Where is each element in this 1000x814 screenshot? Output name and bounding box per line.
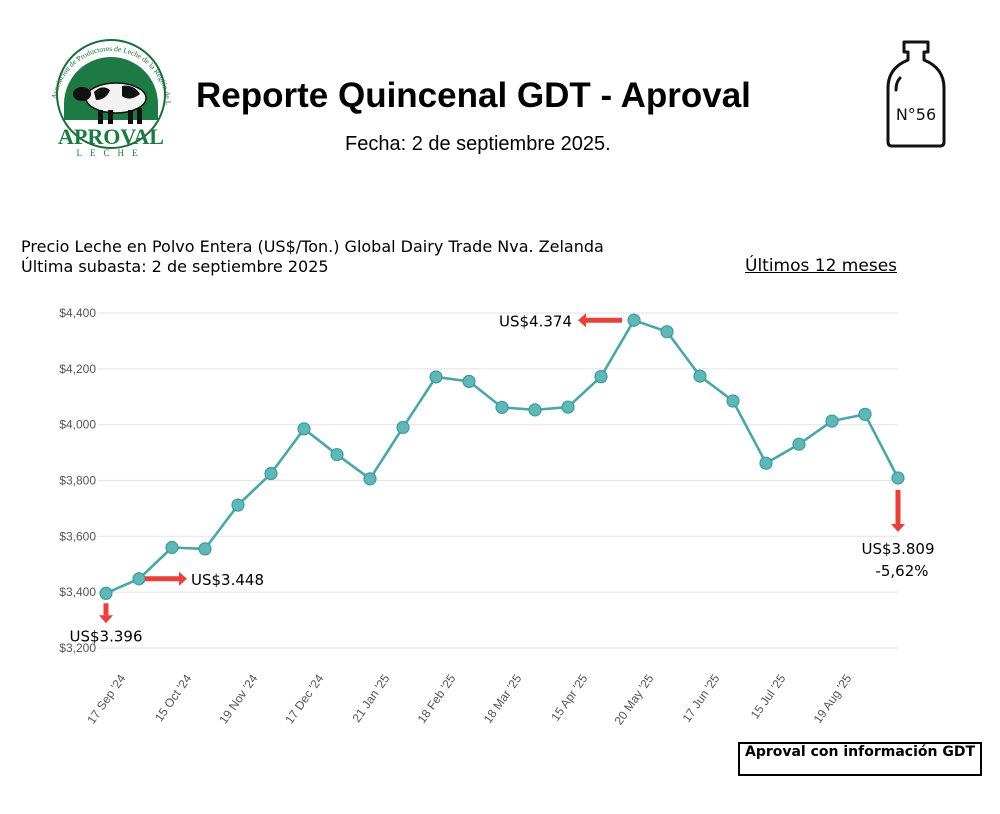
aproval-logo: Asociación de Productores de Leche de la… — [36, 28, 173, 158]
red-arrow-icon — [99, 603, 113, 624]
x-tick-label: 19 Nov '24 — [216, 671, 260, 726]
x-tick-label: 20 May '25 — [612, 671, 657, 727]
red-arrow-icon — [145, 571, 187, 586]
data-point — [396, 420, 410, 435]
annotation-label: US$3.396 — [70, 627, 143, 645]
data-point — [330, 447, 344, 462]
y-tick-label: $3,800 — [59, 474, 96, 488]
y-tick-label: $3,200 — [59, 641, 96, 655]
red-arrow-icon — [891, 489, 905, 532]
data-point — [495, 400, 509, 414]
x-tick-label: 21 Jan '25 — [349, 671, 392, 724]
logo-name: APROVAL — [58, 124, 164, 149]
period-label: Últimos 12 meses — [745, 256, 898, 276]
report-date: Fecha: 2 de septiembre 2025. — [345, 133, 611, 155]
milk-bottle-icon: N°56 — [886, 40, 946, 148]
red-arrow-icon — [578, 313, 622, 328]
data-point — [693, 369, 707, 383]
chart-title-line2: Última subasta: 2 de septiembre 2025 — [21, 257, 329, 276]
x-tick-label: 15 Apr '25 — [548, 671, 590, 723]
data-point — [297, 422, 311, 436]
report-title: Reporte Quincenal GDT - Aproval — [196, 76, 751, 115]
x-tick-label: 17 Sep '24 — [84, 671, 128, 726]
data-point — [264, 466, 278, 481]
data-point — [792, 437, 806, 451]
data-point — [627, 313, 641, 327]
cow-icon — [73, 82, 147, 124]
data-point — [231, 498, 245, 512]
y-tick-label: $4,400 — [59, 306, 96, 320]
data-point — [858, 407, 872, 421]
x-tick-label: 17 Dec '24 — [282, 671, 326, 726]
data-point — [198, 542, 212, 556]
x-tick-label: 15 Oct '24 — [152, 671, 195, 724]
data-point — [99, 586, 113, 600]
y-tick-label: $3,600 — [59, 529, 96, 543]
annotation-label: US$4.374 — [499, 312, 572, 330]
x-tick-label: 19 Aug '25 — [811, 671, 855, 725]
chart-subtitle: Precio Leche en Polvo Entera (US$/Ton.) … — [21, 237, 604, 277]
data-point — [429, 370, 443, 384]
x-tick-label: 18 Mar '25 — [481, 671, 525, 725]
y-tick-label: $4,000 — [59, 418, 96, 432]
annotation-label: -5,62% — [875, 562, 928, 580]
price-line-chart: $3,200 $3,400 $3,600 $3,800 $4,000 $4,200 $4,4… — [59, 306, 935, 728]
report-number: N°56 — [896, 105, 936, 124]
data-point — [132, 572, 146, 586]
data-point — [891, 471, 905, 485]
x-tick-label: 17 Jun '25 — [679, 671, 722, 724]
data-point — [462, 374, 476, 388]
data-point — [561, 400, 575, 414]
data-point — [660, 325, 674, 339]
annotation-label: US$3.448 — [191, 571, 264, 589]
annotation-label: US$3.809 — [862, 540, 935, 558]
data-point — [165, 540, 179, 555]
source-label: Aproval con información GDT — [738, 742, 982, 776]
data-point — [594, 370, 608, 384]
y-tick-label: $4,200 — [59, 362, 96, 376]
x-tick-label: 18 Feb '25 — [415, 671, 459, 725]
y-tick-label: $3,400 — [59, 585, 96, 599]
series-line — [105, 318, 900, 595]
chart-title-line1: Precio Leche en Polvo Entera (US$/Ton.) … — [21, 237, 604, 256]
x-tick-label: 15 Jul '25 — [748, 671, 789, 721]
data-point — [759, 456, 773, 470]
logo-subname: LECHE — [77, 148, 146, 158]
data-point — [528, 403, 542, 417]
data-point — [726, 394, 740, 408]
data-point — [363, 472, 377, 486]
data-point — [825, 414, 839, 428]
